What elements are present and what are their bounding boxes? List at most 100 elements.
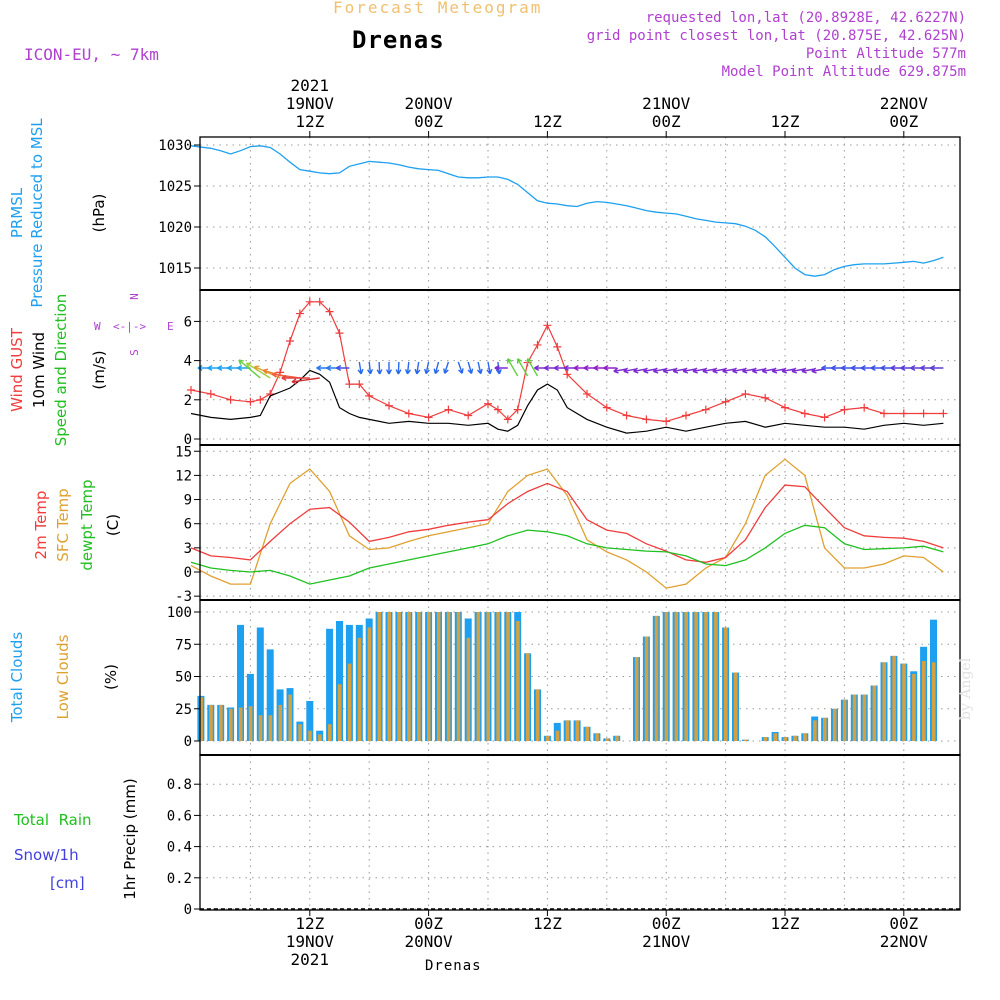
wind-direction-arrow xyxy=(722,367,736,374)
p4-side-label: Low Clouds xyxy=(54,634,72,720)
low-cloud-bar xyxy=(813,720,817,741)
low-cloud-bar xyxy=(882,662,886,741)
time-label-hour: 00Z xyxy=(651,914,681,933)
time-label-date: 20NOV xyxy=(404,94,453,113)
low-cloud-bar xyxy=(347,663,352,741)
y-tick-label: 0 xyxy=(184,432,192,448)
y-tick-label: 50 xyxy=(175,670,192,686)
gust-point xyxy=(315,297,324,306)
time-label-date: 22NOV xyxy=(879,932,928,951)
gust-point xyxy=(305,297,314,306)
y-tick-label: 1030 xyxy=(158,138,192,154)
precip-axis-label: 1hr Precip (mm) xyxy=(121,778,139,900)
low-cloud-bar xyxy=(832,708,837,742)
low-cloud-bar xyxy=(238,707,243,741)
gust-point xyxy=(404,409,413,418)
wind-direction-arrow xyxy=(643,367,657,374)
low-cloud-bar xyxy=(565,720,570,741)
wind-direction-arrow xyxy=(672,367,687,374)
wind-direction-arrow xyxy=(613,367,627,374)
low-cloud-bar xyxy=(516,621,520,741)
gust-point xyxy=(355,380,364,389)
gust-point xyxy=(880,409,888,418)
wind-direction-arrow xyxy=(662,367,677,374)
low-cloud-bar xyxy=(872,685,877,741)
low-cloud-bar xyxy=(506,612,510,741)
wind-direction-arrow xyxy=(395,361,402,375)
low-cloud-bar xyxy=(743,739,748,741)
sfc-temp-line xyxy=(190,458,944,589)
wind-direction-arrow xyxy=(702,367,716,374)
gust-point xyxy=(682,411,690,420)
gust-point xyxy=(642,415,651,424)
low-cloud-bar xyxy=(328,724,332,741)
y-tick-label: 0 xyxy=(184,565,192,581)
y-tick-label: 0 xyxy=(184,902,192,918)
compass-arrows: <-|-> xyxy=(113,320,147,333)
low-cloud-bar xyxy=(585,726,589,741)
y-tick-label: 100 xyxy=(167,605,192,621)
wind-direction-arrow xyxy=(751,367,766,374)
location-title: Drenas xyxy=(352,26,445,54)
time-label-hour: 00Z xyxy=(889,914,919,933)
wind-direction-arrow xyxy=(692,367,706,374)
low-cloud-bar xyxy=(773,733,778,741)
gust-point xyxy=(503,415,512,424)
low-cloud-bar xyxy=(397,612,401,741)
total-cloud-bar xyxy=(256,627,264,741)
y-tick-label: 12 xyxy=(175,468,192,484)
low-cloud-bar xyxy=(654,615,659,741)
low-cloud-bar xyxy=(436,612,441,741)
panel-frame xyxy=(199,754,961,911)
wind-direction-arrow xyxy=(761,367,776,374)
low-cloud-bar xyxy=(644,636,649,741)
wind-direction-arrow xyxy=(507,358,519,377)
low-cloud-bar xyxy=(803,733,807,741)
gust-point xyxy=(385,401,393,410)
low-cloud-bar xyxy=(526,653,530,741)
y-tick-label: -3 xyxy=(175,589,192,605)
gust-point xyxy=(295,309,304,318)
time-label-hour: 00Z xyxy=(889,112,919,131)
wind-direction-arrow xyxy=(385,362,393,375)
wind-direction-arrow xyxy=(357,361,364,375)
gust-point xyxy=(741,389,750,398)
wind-direction-arrow xyxy=(781,367,796,374)
y-tick-label: 4 xyxy=(184,354,192,370)
gust-point xyxy=(563,370,572,379)
wind-direction-arrow xyxy=(281,374,310,382)
wind-direction-arrow xyxy=(742,367,756,374)
low-cloud-bar xyxy=(724,627,728,741)
low-cloud-bar xyxy=(417,612,421,741)
low-cloud-bar xyxy=(892,655,896,741)
time-label-hour: 12Z xyxy=(770,914,800,933)
low-cloud-bar xyxy=(704,612,708,741)
y-tick-label: 1020 xyxy=(158,220,192,236)
time-label-date: 20NOV xyxy=(404,932,453,951)
gust-point xyxy=(899,409,908,418)
time-label-year: 2021 xyxy=(290,950,330,969)
y-tick-label: 2 xyxy=(184,393,192,409)
low-cloud-bar xyxy=(308,730,312,741)
wind-direction-arrow xyxy=(336,364,350,372)
low-cloud-bar xyxy=(555,730,560,741)
wind-direction-arrow xyxy=(603,364,617,372)
low-cloud-bar xyxy=(357,637,362,741)
low-cloud-bar xyxy=(545,735,550,741)
gust-point xyxy=(444,405,453,414)
wind-direction-arrow xyxy=(652,367,667,374)
y-tick-label: 0.4 xyxy=(167,840,192,856)
panel-frames xyxy=(199,136,961,911)
low-cloud-bar xyxy=(456,612,461,741)
low-cloud-bar xyxy=(337,684,342,741)
wind-direction-arrow xyxy=(238,359,261,379)
low-cloud-bar xyxy=(664,612,669,741)
low-cloud-bar xyxy=(427,612,431,741)
low-cloud-bar xyxy=(694,612,698,741)
y-tick-label: 1025 xyxy=(158,179,192,195)
gust-point xyxy=(553,342,562,351)
compass-west: W xyxy=(94,320,101,333)
model-label: ICON-EU, ~ 7km xyxy=(24,45,159,64)
wind-direction-arrow xyxy=(494,364,508,372)
p4-side-label: Total Clouds xyxy=(8,631,26,723)
